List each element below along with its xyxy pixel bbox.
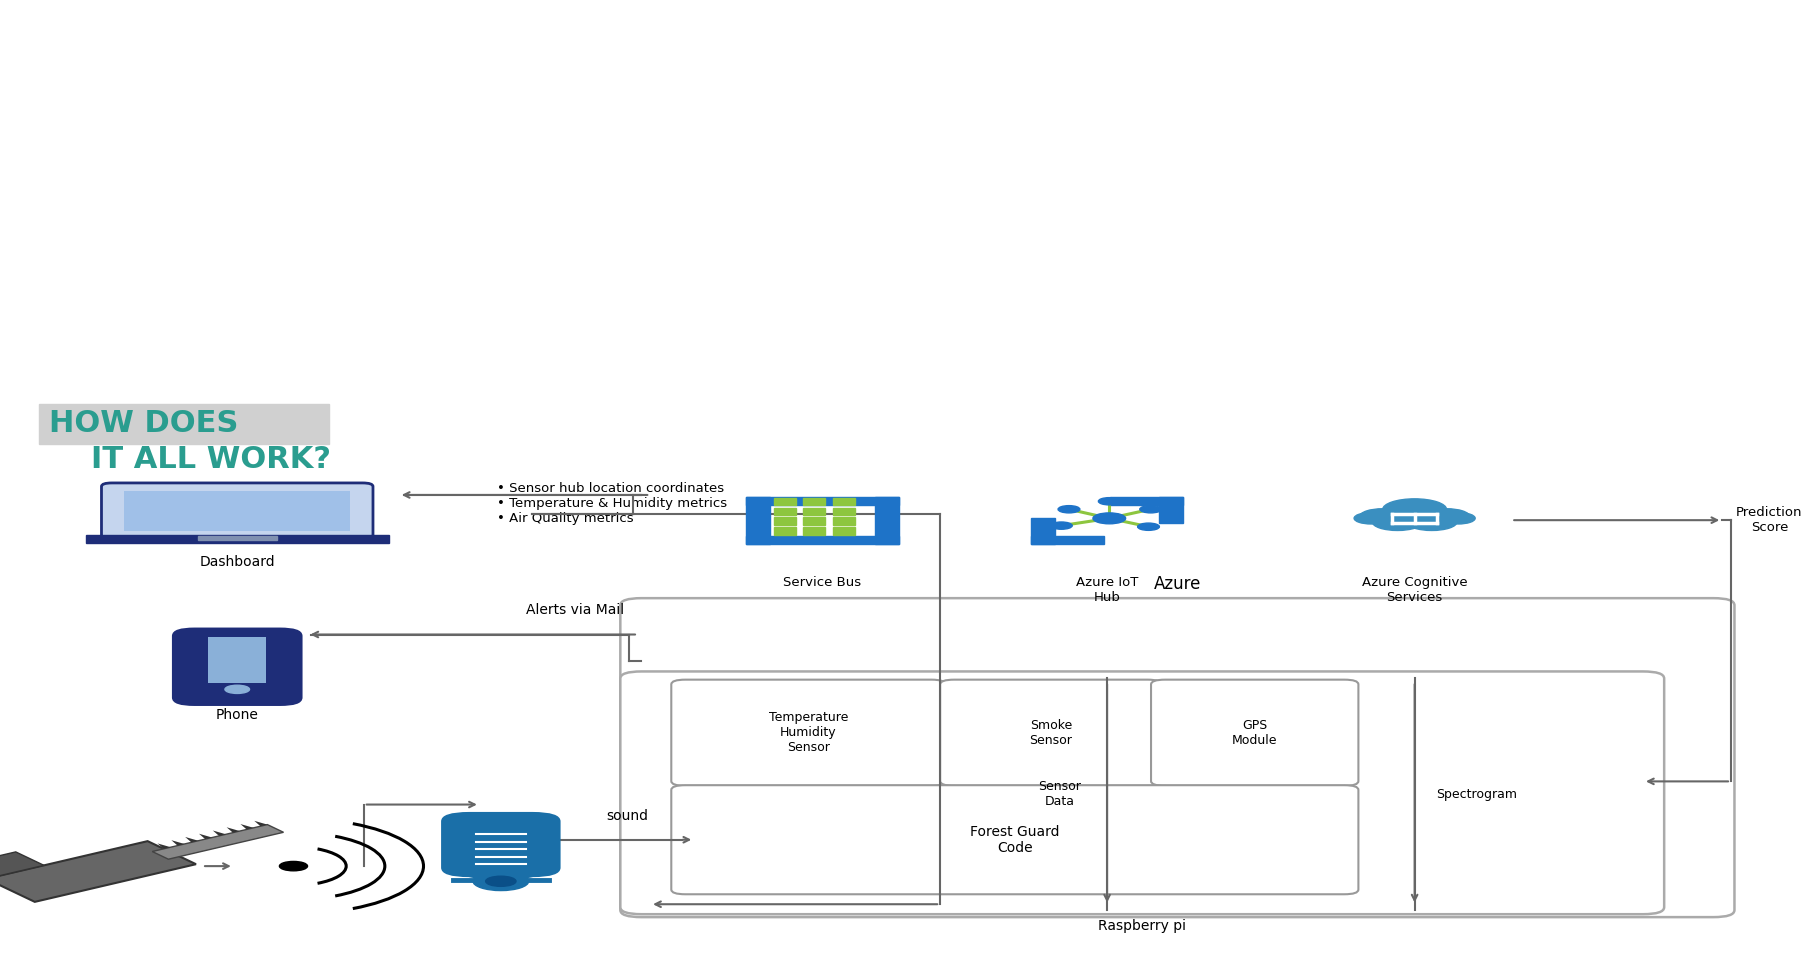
- Bar: [1030, 536, 1104, 544]
- Text: Smoke
Sensor: Smoke Sensor: [1030, 719, 1072, 746]
- Bar: [804, 498, 826, 505]
- Bar: [1160, 497, 1184, 523]
- Bar: [804, 518, 826, 524]
- FancyBboxPatch shape: [173, 629, 302, 704]
- Bar: [1030, 518, 1055, 544]
- Text: HOW DOES: HOW DOES: [49, 409, 239, 438]
- FancyBboxPatch shape: [620, 672, 1664, 914]
- Circle shape: [1353, 513, 1388, 524]
- Bar: [746, 497, 770, 544]
- Bar: [833, 518, 855, 524]
- Circle shape: [1050, 522, 1072, 529]
- Bar: [85, 535, 389, 543]
- Bar: [833, 527, 855, 535]
- Circle shape: [1386, 76, 1397, 79]
- FancyBboxPatch shape: [670, 679, 945, 786]
- FancyBboxPatch shape: [1151, 679, 1359, 786]
- FancyBboxPatch shape: [101, 483, 372, 539]
- Bar: [208, 637, 266, 683]
- Polygon shape: [152, 825, 284, 859]
- Polygon shape: [157, 843, 170, 849]
- Polygon shape: [255, 821, 267, 826]
- Circle shape: [473, 872, 529, 891]
- Circle shape: [1140, 505, 1162, 513]
- Bar: [773, 527, 795, 535]
- Text: sound: sound: [607, 810, 649, 823]
- Text: Prediction
Score: Prediction Score: [1737, 506, 1803, 534]
- Bar: [833, 507, 855, 515]
- FancyBboxPatch shape: [670, 785, 1359, 894]
- Bar: [38, 404, 329, 444]
- Circle shape: [486, 877, 517, 886]
- Circle shape: [1440, 513, 1475, 524]
- Circle shape: [1361, 509, 1406, 524]
- Circle shape: [1386, 84, 1397, 88]
- Circle shape: [1099, 498, 1120, 505]
- Bar: [833, 498, 855, 505]
- Circle shape: [1431, 76, 1444, 79]
- Text: IT ALL WORK?: IT ALL WORK?: [92, 445, 331, 475]
- Text: GPS
Module: GPS Module: [1232, 719, 1278, 746]
- Text: Phone: Phone: [215, 708, 258, 722]
- Polygon shape: [226, 827, 240, 833]
- Polygon shape: [213, 831, 226, 835]
- Circle shape: [1059, 505, 1081, 513]
- Text: Dashboard: Dashboard: [199, 555, 275, 569]
- Text: Raspberry pi: Raspberry pi: [1099, 919, 1185, 933]
- Text: Azure: Azure: [1153, 575, 1202, 593]
- Bar: [804, 527, 826, 535]
- Circle shape: [1093, 513, 1126, 523]
- FancyBboxPatch shape: [620, 598, 1735, 917]
- Text: Alerts via Mail: Alerts via Mail: [526, 603, 625, 617]
- FancyBboxPatch shape: [940, 679, 1162, 786]
- Text: Spectrogram: Spectrogram: [1437, 788, 1516, 801]
- Text: Azure IoT
Hub: Azure IoT Hub: [1075, 576, 1138, 604]
- Circle shape: [1406, 514, 1456, 530]
- Polygon shape: [0, 852, 43, 876]
- Bar: [197, 536, 276, 540]
- Text: Sensor
Data: Sensor Data: [1037, 780, 1081, 809]
- Polygon shape: [240, 824, 253, 830]
- Text: Azure Cognitive
Services: Azure Cognitive Services: [1362, 576, 1467, 604]
- Polygon shape: [0, 841, 195, 901]
- Bar: [746, 497, 898, 504]
- Circle shape: [1431, 84, 1444, 88]
- Text: Forest Guard
Code: Forest Guard Code: [970, 825, 1059, 855]
- Text: Service Bus: Service Bus: [784, 576, 862, 589]
- Circle shape: [224, 685, 249, 694]
- Bar: [1109, 497, 1184, 504]
- Circle shape: [280, 861, 307, 871]
- Bar: [773, 518, 795, 524]
- Bar: [804, 507, 826, 515]
- Polygon shape: [199, 834, 211, 839]
- Polygon shape: [184, 837, 199, 842]
- Bar: [773, 498, 795, 505]
- Circle shape: [1372, 514, 1422, 530]
- Circle shape: [1382, 499, 1447, 521]
- Text: • Sensor hub location coordinates
• Temperature & Humidity metrics
• Air Quality: • Sensor hub location coordinates • Temp…: [497, 482, 728, 525]
- Bar: [773, 507, 795, 515]
- Circle shape: [1424, 509, 1469, 524]
- Bar: [746, 536, 898, 544]
- Circle shape: [1138, 523, 1160, 530]
- Bar: [875, 497, 898, 544]
- Text: Temperature
Humidity
Sensor: Temperature Humidity Sensor: [768, 711, 847, 754]
- Polygon shape: [172, 840, 184, 846]
- Bar: [125, 491, 351, 531]
- FancyBboxPatch shape: [441, 812, 560, 878]
